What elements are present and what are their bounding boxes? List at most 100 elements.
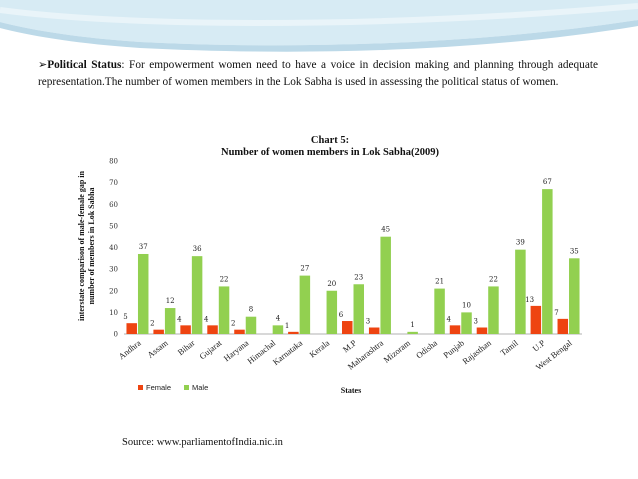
bar-female: [180, 325, 191, 334]
bar-male: [272, 325, 284, 334]
bar-female: [449, 325, 461, 334]
data-label-female: 3: [473, 318, 477, 326]
data-labels: 5372124364222841272062334512141032239136…: [123, 178, 579, 330]
bar-male: [515, 249, 526, 334]
data-label-male: 67: [543, 178, 552, 186]
data-label-male: 37: [139, 243, 148, 251]
bar-female: [234, 329, 245, 334]
bar-male: [407, 331, 418, 334]
bar-male: [353, 284, 364, 334]
chart-title-line1: Chart 5:: [311, 135, 349, 146]
category-label: Rajasthan: [460, 337, 493, 366]
data-label-female: 1: [285, 322, 289, 330]
data-label-male: 27: [300, 265, 309, 273]
data-label-male: 4: [276, 314, 281, 322]
category-label: Bihar: [176, 338, 197, 358]
data-label-male: 36: [193, 245, 202, 253]
data-label-female: 6: [339, 311, 344, 319]
bar-female: [557, 318, 569, 334]
data-label-male: 12: [166, 297, 175, 305]
data-label-female: 2: [231, 320, 235, 328]
bar-male: [542, 189, 553, 334]
data-label-male: 45: [381, 226, 390, 234]
bar-male: [434, 288, 445, 334]
category-label: Kerala: [307, 338, 331, 360]
category-label: Andhra: [116, 338, 142, 362]
category-label: Tamil: [498, 337, 520, 357]
category-label: Mizoram: [381, 337, 412, 364]
bullet-arrow-icon: ➢: [38, 59, 48, 71]
y-tick-label: 20: [109, 287, 118, 295]
bar-female: [342, 321, 353, 334]
data-label-female: 2: [150, 320, 154, 328]
paragraph-heading: Political Status: [47, 59, 122, 71]
chart-title-line2: Number of women members in Lok Sabha(200…: [221, 147, 439, 158]
y-tick-label: 40: [109, 244, 118, 252]
data-label-male: 20: [327, 280, 336, 288]
data-label-male: 8: [249, 306, 253, 314]
legend: Female Male: [138, 383, 208, 392]
y-axis-label-line2: number of members in Lok Sabha: [87, 188, 96, 305]
bar-male: [137, 253, 149, 334]
category-label: U.P: [530, 338, 547, 354]
data-label-male: 10: [462, 301, 471, 309]
bar-male: [218, 286, 230, 334]
bar-male: [326, 290, 338, 334]
data-label-male: 23: [354, 273, 363, 281]
data-label-female: 7: [554, 309, 558, 317]
legend-label-female: Female: [146, 383, 171, 392]
category-label: Odisha: [414, 338, 439, 361]
legend-label-male: Male: [192, 383, 208, 392]
bar-female: [207, 325, 218, 334]
bar-male: [299, 275, 311, 334]
bar-male: [461, 312, 472, 334]
data-label-male: 39: [516, 239, 525, 247]
data-label-female: 3: [366, 318, 370, 326]
category-label: Gujarat: [197, 337, 224, 361]
data-label-male: 35: [570, 247, 579, 255]
bar-male: [380, 236, 391, 334]
legend-swatch-female: [138, 385, 143, 390]
data-label-female: 4: [177, 315, 182, 323]
political-status-paragraph: ➢Political Status: For empowerment women…: [38, 57, 598, 91]
bar-female: [476, 327, 488, 334]
x-axis-label: States: [341, 386, 361, 395]
paragraph-body: : For empowerment women need to have a v…: [38, 59, 598, 88]
data-label-male: 1: [410, 321, 414, 329]
bar-male: [488, 286, 499, 334]
bar-female: [288, 331, 299, 334]
bar-male: [569, 258, 580, 334]
y-tick-label: 30: [109, 266, 118, 274]
category-label: Karnataka: [271, 338, 305, 368]
bar-male: [191, 256, 203, 334]
data-label-female: 5: [123, 313, 127, 321]
data-label-female: 4: [204, 315, 209, 323]
y-tick-label: 80: [109, 158, 118, 166]
category-label: Assam: [145, 337, 170, 359]
bar-female: [126, 323, 137, 334]
y-tick-label: 60: [109, 201, 118, 209]
data-label-male: 22: [489, 275, 498, 283]
data-label-male: 21: [435, 278, 444, 286]
y-tick-labels: 0 10 20 30 40 50 60 70 80: [109, 158, 118, 339]
category-labels: Andhra Assam Bihar GujaratHaryanaHimachalKa…: [116, 337, 574, 372]
bar-male: [245, 316, 257, 334]
source-note: Source: www.parliamentofIndia.nic.in: [122, 437, 283, 448]
category-label: M.P: [341, 338, 359, 355]
data-label-male: 22: [220, 275, 229, 283]
bar-female: [368, 327, 380, 334]
data-label-female: 4: [447, 315, 452, 323]
legend-swatch-male: [184, 385, 189, 390]
data-label-female: 13: [525, 296, 534, 304]
y-axis-label-line1: interstate comparison of male-female gap…: [77, 170, 86, 321]
bar-female: [530, 305, 542, 334]
y-tick-label: 10: [109, 309, 118, 317]
header-banner: [0, 0, 638, 52]
y-tick-label: 0: [114, 331, 118, 339]
bars: [126, 189, 580, 334]
y-tick-label: 70: [109, 179, 118, 187]
bar-male: [164, 308, 176, 334]
y-tick-label: 50: [109, 222, 118, 230]
bar-female: [153, 329, 164, 334]
